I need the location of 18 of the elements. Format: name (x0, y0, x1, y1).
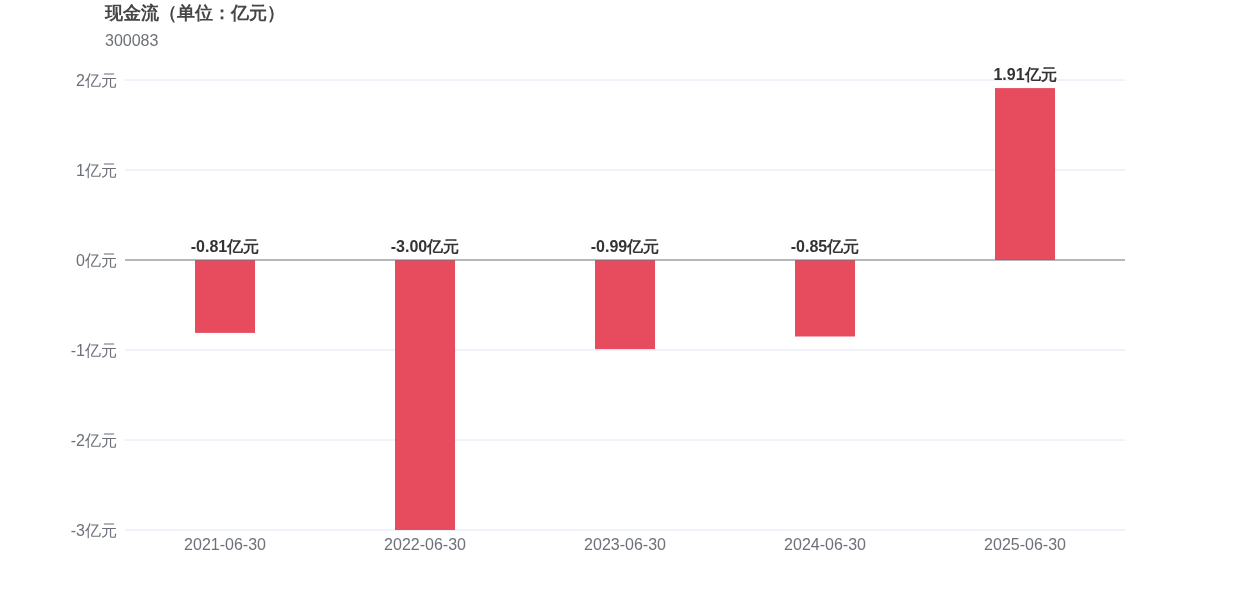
y-tick-label: 2亿元 (76, 71, 117, 89)
y-tick-label: -2亿元 (70, 431, 117, 449)
y-tick-label: 0亿元 (76, 251, 117, 269)
data-label: 1.91亿元 (993, 66, 1057, 84)
x-tick-label: 2022-06-30 (384, 536, 467, 553)
x-tick-label: 2021-06-30 (184, 536, 267, 553)
chart-subtitle: 300083 (105, 32, 159, 49)
data-label: -0.85亿元 (790, 238, 860, 255)
y-tick-label: -3亿元 (70, 521, 117, 539)
data-label: -3.00亿元 (390, 238, 460, 255)
x-tick-label: 2024-06-30 (784, 536, 867, 553)
chart-title: 现金流（单位：亿元） (104, 3, 285, 23)
data-label: -0.99亿元 (590, 238, 660, 255)
y-tick-label: 1亿元 (76, 161, 117, 179)
data-label: -0.81亿元 (190, 238, 260, 255)
x-tick-label: 2023-06-30 (584, 536, 667, 553)
y-tick-label: -1亿元 (70, 341, 117, 359)
x-tick-label: 2025-06-30 (984, 536, 1067, 553)
